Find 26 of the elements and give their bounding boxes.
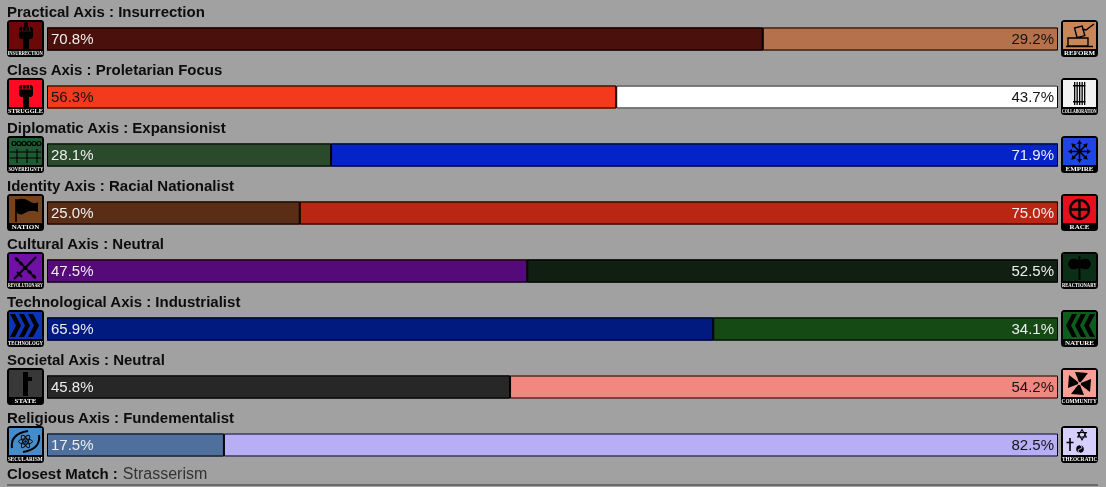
data-label: 71.9% <box>1011 146 1054 164</box>
data-label: 52.5% <box>1011 262 1054 280</box>
data-label: 25.0% <box>51 204 94 222</box>
data-label: 54.2% <box>1011 378 1054 396</box>
data-label: 82.5% <box>1011 436 1054 454</box>
data-label: 47.5% <box>51 262 94 280</box>
data-label: 17.5% <box>51 436 94 454</box>
data-label: 70.8% <box>51 30 94 48</box>
y-tick-label: Class Axis : Proletarian Focus <box>7 60 223 80</box>
data-label: 28.1% <box>51 146 94 164</box>
data-label: 45.8% <box>51 378 94 396</box>
data-label: 34.1% <box>1011 320 1054 338</box>
data-label: 75.0% <box>1011 204 1054 222</box>
y-tick-label: Diplomatic Axis : Expansionist <box>7 118 226 138</box>
y-tick-label: Religious Axis : Fundementalist <box>7 408 234 428</box>
y-tick-label: Societal Axis : Neutral <box>7 350 165 370</box>
text: Strasserism <box>122 465 208 482</box>
y-tick-label: Identity Axis : Racial Nationalist <box>7 176 234 196</box>
y-tick-label: Cultural Axis : Neutral <box>7 234 164 254</box>
data-label: 56.3% <box>51 88 94 106</box>
y-tick-label: Practical Axis : Insurrection <box>7 2 205 22</box>
data-label: 29.2% <box>1011 30 1054 48</box>
text: Closest Match : <box>7 465 118 482</box>
data-label: 43.7% <box>1011 88 1054 106</box>
y-tick-label: Technological Axis : Industrialist <box>7 292 241 312</box>
data-label: 65.9% <box>51 320 94 338</box>
